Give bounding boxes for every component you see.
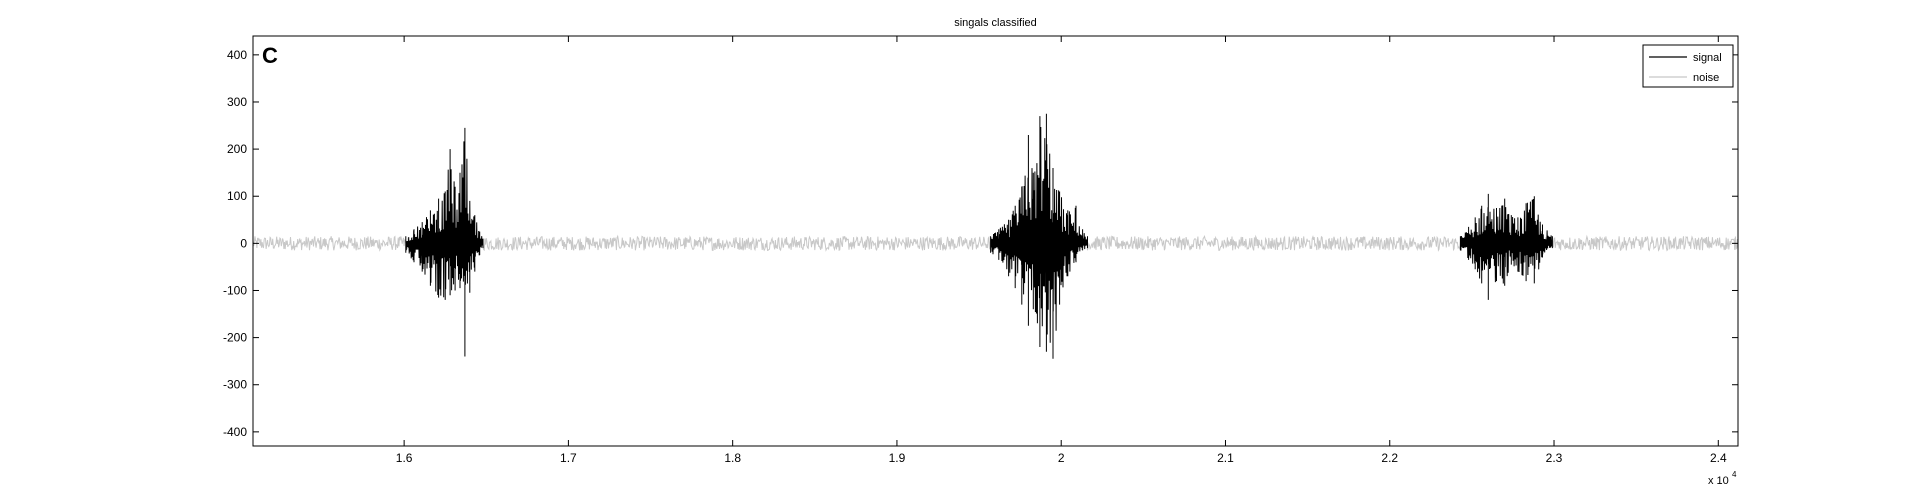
panel-label: C [262,43,278,68]
x-axis-multiplier: x 10 4 [1708,470,1737,487]
axes: 1.6 1.7 1.8 1.9 2 2.1 2.2 2.3 2.4 -400 -300 -200 -10… [223,35,1739,465]
legend-label-signal: signal [1693,52,1722,64]
y-tick-label: -300 [223,378,247,392]
signal-burst-1 [405,127,484,357]
x-tick-label: 2.2 [1381,451,1398,465]
y-tick-label: -100 [223,283,247,297]
y-tick-label: 200 [227,142,247,156]
legend: signal noise [1642,44,1734,88]
y-tick-label: 400 [227,48,247,62]
x-tick-label: 2.4 [1710,451,1727,465]
y-tick-label: 0 [240,236,247,250]
legend-box [1642,44,1734,88]
x-tick-label: 1.9 [889,451,906,465]
y-tick-label: -200 [223,331,247,345]
signal-burst-3 [1459,193,1553,300]
x-tick-label: 1.8 [724,451,741,465]
x-axis-multiplier-base: x 10 [1708,475,1729,487]
x-tick-label: 2.3 [1546,451,1563,465]
axes-box [252,35,1739,447]
x-tick-label: 2 [1058,451,1065,465]
y-tick-label: -400 [223,425,247,439]
signal-burst-2 [990,113,1088,359]
x-tick-label: 1.7 [560,451,577,465]
y-tick-label: 100 [227,189,247,203]
x-tick-label: 1.6 [396,451,413,465]
legend-label-noise: noise [1693,72,1719,84]
x-axis-multiplier-exponent: 4 [1732,470,1737,479]
chart-title: singals classified [954,17,1037,29]
plot-area [253,113,1738,359]
y-tick-label: 300 [227,95,247,109]
signal-series-layer [405,113,1553,359]
x-tick-label: 2.1 [1217,451,1234,465]
